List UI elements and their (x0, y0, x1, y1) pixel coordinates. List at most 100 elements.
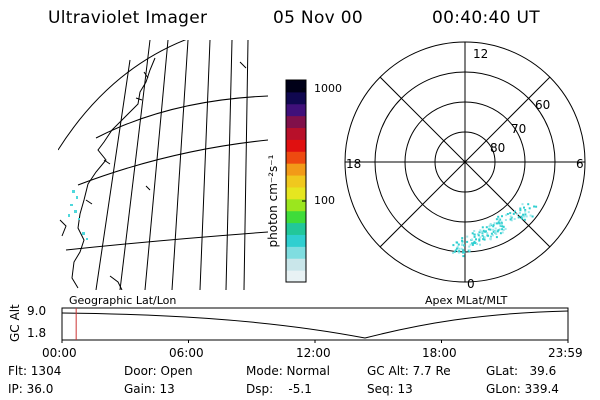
timeline-xtick-1800: 18:00 (422, 346, 457, 360)
aurora-pixel (487, 228, 490, 231)
aurora-pixel (486, 232, 489, 235)
aurora-pixel (479, 236, 482, 239)
aurora-pixel (517, 216, 520, 219)
aurora-pixel (535, 205, 538, 208)
aurora-pixel (460, 247, 463, 250)
timeline-xtick-0000: 00:00 (42, 346, 77, 360)
observation-date: 05 Nov 00 (273, 8, 363, 28)
aurora-pixel (456, 245, 459, 248)
aurora-pixel (487, 234, 490, 237)
aurora-pixel (494, 230, 497, 233)
meridian-line (225, 40, 233, 290)
colorbar-swatch (286, 246, 306, 259)
aurora-pixel (524, 213, 527, 216)
aurora-pixel (522, 213, 525, 216)
aurora-pixel (498, 228, 501, 231)
aurora-pixel (523, 218, 526, 221)
aurora-pixel (498, 222, 500, 225)
aurora-pixel (509, 212, 512, 215)
parallel-line (95, 95, 268, 139)
aurora-pixel (490, 232, 493, 235)
aurora-pixel (496, 229, 499, 232)
aurora-pixel (479, 229, 482, 232)
aurora-pixel (490, 236, 492, 239)
polar-label-60: 60 (535, 98, 551, 112)
aurora-pixel (524, 210, 527, 213)
aurora-pixel (467, 249, 470, 252)
aurora-pixel (461, 239, 463, 242)
colorbar-swatch (286, 115, 306, 129)
aurora-pixel (463, 244, 465, 247)
aurora-pixel (461, 243, 464, 246)
meridian-line (144, 40, 169, 290)
aurora-pixel (501, 231, 504, 234)
aurora-pixel (481, 226, 484, 229)
aurora-pixel (480, 231, 483, 234)
aurora-pixel (527, 211, 530, 214)
status-gain: Gain: 13 (124, 382, 175, 396)
aurora-pixel (473, 235, 476, 238)
status-mode: Mode: Normal (246, 364, 330, 378)
timeline-ytick-1-8: 1.8 (27, 326, 47, 340)
aurora-pixel (462, 249, 465, 252)
aurora-pixel (476, 233, 479, 236)
aurora-pixel (471, 243, 474, 246)
colorbar-swatch (286, 210, 306, 224)
aurora-pixel (469, 243, 472, 246)
aurora-pixel (509, 218, 512, 221)
aurora-pixel (453, 250, 456, 253)
aurora-pixel (489, 237, 492, 240)
aurora-pixel (520, 215, 523, 218)
aurora-pixel (505, 214, 508, 217)
colorbar-swatch (286, 80, 306, 93)
aurora-pixel (498, 222, 501, 225)
aurora-pixel (528, 207, 531, 210)
status-ip: IP: 36.0 (8, 382, 54, 396)
aurora-pixel (455, 241, 458, 244)
aurora-pixel (483, 236, 486, 239)
aurora-pixel (494, 232, 497, 235)
meridian-line (119, 40, 151, 290)
aurora-pixel (481, 231, 484, 234)
meridian-line (243, 40, 249, 290)
status-gc-alt: GC Alt: 7.7 Re (367, 364, 451, 378)
aurora-pixel (457, 250, 460, 253)
status-seq: Seq: 13 (367, 382, 413, 396)
timeline-ytick-9: 9.0 (27, 304, 47, 318)
aurora-pixel (481, 231, 484, 234)
aurora-pixel (492, 230, 495, 233)
aurora-pixel (471, 238, 473, 241)
aurora-pixel (502, 225, 505, 228)
aurora-pixel (493, 222, 496, 225)
aurora-pixel (463, 251, 466, 254)
meridian-line (199, 40, 211, 290)
colorbar-swatch (286, 198, 306, 212)
aurora-pixel (500, 222, 503, 225)
aurora-pixel (531, 215, 534, 218)
colorbar-swatch (286, 151, 306, 164)
aurora-pixel (509, 218, 512, 221)
aurora-pixel (458, 250, 461, 253)
polar-label-6: 6 (576, 157, 584, 171)
aurora-pixel (476, 243, 478, 245)
colorbar-tick-100: 100 (314, 194, 335, 207)
aurora-pixel (501, 228, 504, 231)
aurora-pixel (473, 240, 476, 243)
aurora-pixel (461, 248, 464, 251)
aurora-pixel (500, 220, 503, 223)
aurora-pixel (496, 230, 499, 233)
aurora-pixel (489, 228, 492, 231)
aurora-pixel (493, 230, 496, 233)
colorbar-swatch (286, 222, 306, 235)
aurora-pixel (527, 203, 530, 206)
aurora-pixel (473, 233, 476, 236)
colorbar-swatch (286, 258, 306, 271)
polar-label-80: 80 (490, 141, 506, 155)
altitude-curve (61, 310, 569, 339)
aurora-pixel (513, 218, 516, 220)
aurora-pixel (489, 238, 492, 241)
aurora-pixel (525, 215, 528, 218)
